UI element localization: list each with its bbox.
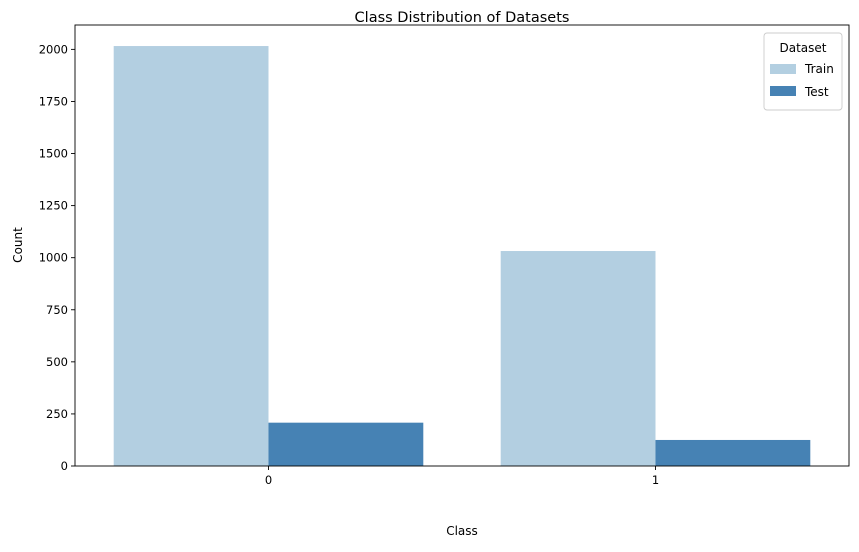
plot-frame: [74, 24, 850, 467]
y-tick-label: 0: [61, 459, 68, 473]
y-tick-label: 500: [46, 355, 68, 369]
y-tick-label: 1250: [39, 199, 68, 213]
x-tick-label: 0: [265, 473, 272, 487]
y-axis-label: Count: [11, 227, 25, 263]
y-axis-ticks: 0 250 500 750 1000 1250 1500 1750 2000: [39, 42, 75, 473]
x-tick-label: 1: [652, 473, 659, 487]
y-tick-label: 250: [46, 407, 68, 421]
legend-swatch-test: [770, 86, 796, 96]
x-axis-label: Class: [446, 524, 478, 538]
legend: Dataset Train Test: [763, 32, 843, 111]
bar-test-class-1: [655, 439, 811, 466]
bar-train-class-1: [500, 251, 656, 466]
legend-swatch-train: [770, 64, 796, 74]
chart-title: Class Distribution of Datasets: [355, 10, 570, 26]
bars-layer: [113, 46, 811, 466]
legend-label-train: Train: [804, 62, 834, 76]
y-tick-label: 1750: [39, 94, 68, 108]
y-tick-label: 2000: [39, 42, 68, 56]
legend-title: Dataset: [780, 41, 827, 55]
y-tick-label: 1000: [39, 251, 68, 265]
bar-train-class-0: [113, 46, 269, 466]
y-tick-label: 1500: [39, 147, 68, 161]
y-tick-label: 750: [46, 303, 68, 317]
legend-label-test: Test: [804, 85, 829, 99]
bar-test-class-0: [268, 422, 424, 466]
